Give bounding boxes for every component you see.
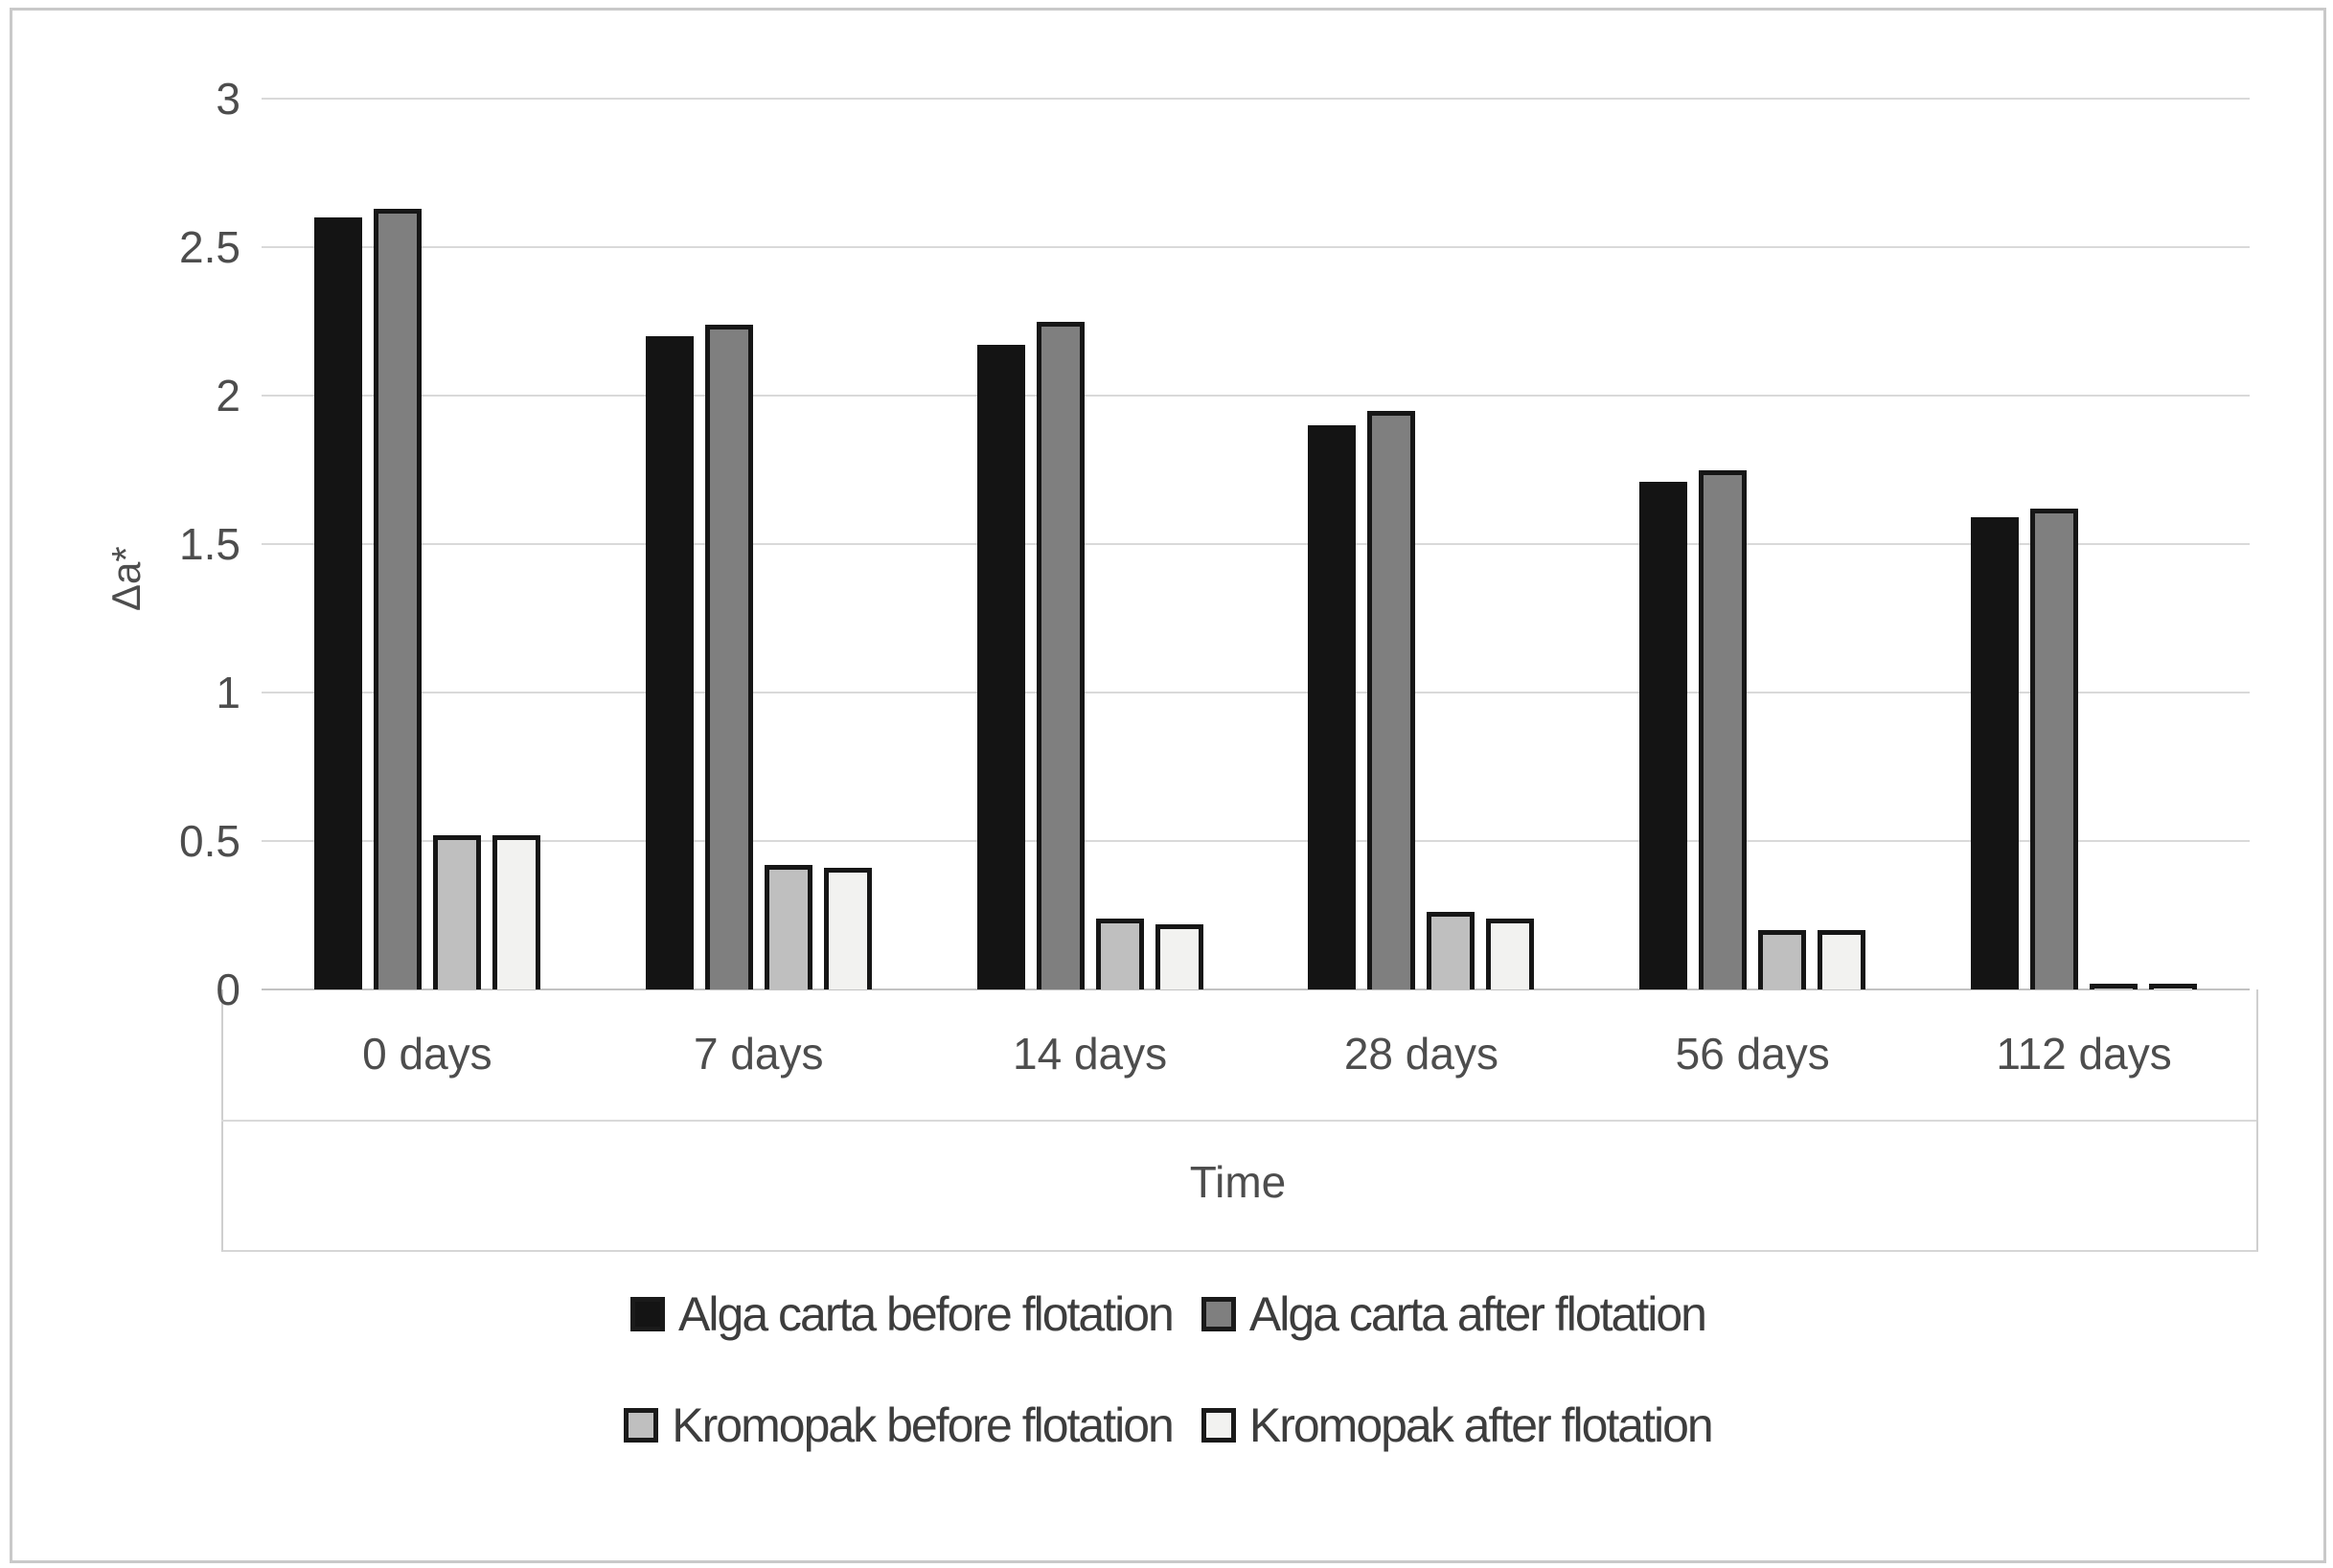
y-tick-label-0: 0 xyxy=(216,965,240,1014)
legend-entry-kromopak-after-flotation: Kromopak after flotation xyxy=(1201,1398,1714,1453)
gridline-y-0.5 xyxy=(262,840,2250,842)
legend-row-2: Kromopak before flotation Kromopak after … xyxy=(12,1398,2323,1453)
legend-label: Kromopak before flotation xyxy=(672,1398,1175,1452)
legend-label: Alga carta after flotation xyxy=(1248,1287,1707,1341)
x-tick-label-28-days: 28 days xyxy=(1343,1029,1498,1079)
gridline-y-3 xyxy=(262,98,2250,100)
bar-kromopak-after-flotation-28-days xyxy=(1486,918,1535,989)
bar-kromopak-after-flotation-7-days xyxy=(823,867,872,989)
bar-kromopak-after-flotation-56-days xyxy=(1818,930,1866,989)
y-tick-label-0.5: 0.5 xyxy=(179,816,240,866)
bar-alga-carta-after-flotation-0-days xyxy=(373,208,422,989)
x-axis-divider xyxy=(221,1120,2256,1122)
bar-alga-carta-after-flotation-7-days xyxy=(704,324,753,989)
legend-swatch-icon xyxy=(624,1408,659,1443)
bar-alga-carta-after-flotation-14-days xyxy=(1036,321,1085,989)
x-tick-label-7-days: 7 days xyxy=(693,1029,824,1079)
y-axis-title: Δa* xyxy=(103,546,149,611)
bar-alga-carta-before-flotation-112-days xyxy=(1971,517,2020,989)
x-tick-label-0-days: 0 days xyxy=(362,1029,492,1079)
bar-kromopak-before-flotation-28-days xyxy=(1427,912,1475,989)
bar-kromopak-before-flotation-0-days xyxy=(432,834,481,989)
y-tick-label-2: 2 xyxy=(216,371,240,420)
legend-label: Kromopak after flotation xyxy=(1248,1398,1714,1452)
x-axis-title: Time xyxy=(1189,1157,1287,1207)
bar-alga-carta-before-flotation-7-days xyxy=(645,336,694,989)
y-tick-label-3: 3 xyxy=(216,74,240,124)
bar-kromopak-before-flotation-14-days xyxy=(1095,918,1144,989)
legend-swatch-icon xyxy=(1201,1408,1236,1443)
bar-kromopak-after-flotation-0-days xyxy=(492,834,540,989)
x-tick-label-14-days: 14 days xyxy=(1013,1029,1168,1079)
gridline-y-1 xyxy=(262,692,2250,693)
gridline-y-2 xyxy=(262,395,2250,397)
bar-kromopak-after-flotation-14-days xyxy=(1155,923,1203,989)
x-tick-label-56-days: 56 days xyxy=(1675,1029,1830,1079)
plot-area xyxy=(262,98,2250,990)
y-tick-label-1.5: 1.5 xyxy=(179,519,240,569)
bar-alga-carta-before-flotation-14-days xyxy=(976,345,1025,989)
gridline-y-0 xyxy=(262,989,2250,990)
legend-swatch-icon xyxy=(630,1297,666,1331)
bar-kromopak-after-flotation-112-days xyxy=(2149,983,2198,989)
bar-kromopak-before-flotation-7-days xyxy=(764,864,812,989)
y-tick-label-1: 1 xyxy=(216,668,240,717)
bar-group-112-days xyxy=(1971,508,2198,989)
bar-group-28-days xyxy=(1308,410,1535,989)
chart-frame: Δa* Time Alga carta before flotation Alga… xyxy=(10,8,2326,1563)
legend-entry-kromopak-before-flotation: Kromopak before flotation xyxy=(624,1398,1175,1453)
bar-alga-carta-before-flotation-28-days xyxy=(1308,425,1357,989)
legend-row-1: Alga carta before flotation Alga carta af… xyxy=(12,1286,2323,1342)
legend-label: Alga carta before flotation xyxy=(678,1287,1175,1341)
x-tick-label-112-days: 112 days xyxy=(1996,1029,2172,1079)
bar-group-14-days xyxy=(976,321,1203,989)
bar-alga-carta-before-flotation-56-days xyxy=(1639,481,1688,989)
gridline-y-1.5 xyxy=(262,543,2250,545)
legend-entry-alga-carta-before-flotation: Alga carta before flotation xyxy=(630,1286,1175,1342)
gridline-y-2.5 xyxy=(262,246,2250,248)
legend-swatch-icon xyxy=(1201,1297,1236,1331)
bar-group-0-days xyxy=(313,208,540,989)
bar-alga-carta-after-flotation-56-days xyxy=(1699,469,1748,989)
legend-entry-alga-carta-after-flotation: Alga carta after flotation xyxy=(1201,1286,1707,1342)
bar-group-56-days xyxy=(1639,469,1866,989)
bar-alga-carta-after-flotation-28-days xyxy=(1367,410,1416,989)
bar-alga-carta-after-flotation-112-days xyxy=(2030,508,2079,989)
bar-kromopak-before-flotation-112-days xyxy=(2090,983,2139,989)
bar-group-7-days xyxy=(645,324,872,989)
y-tick-label-2.5: 2.5 xyxy=(179,222,240,272)
bar-alga-carta-before-flotation-0-days xyxy=(313,217,362,989)
bar-kromopak-before-flotation-56-days xyxy=(1758,930,1807,989)
